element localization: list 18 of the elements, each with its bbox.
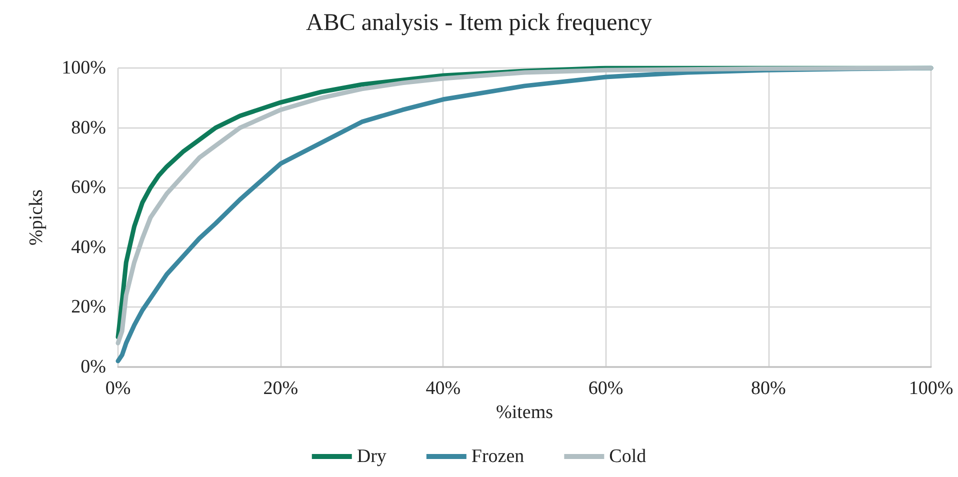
y-axis-title: %picks (26, 190, 47, 246)
y-tick-label: 100% (62, 58, 106, 78)
y-tick-label: 40% (71, 236, 106, 258)
y-tick-label: 0% (80, 356, 106, 378)
y-tick-label: 60% (71, 177, 106, 198)
legend-label: Frozen (471, 446, 525, 467)
x-axis-title: %items (496, 402, 553, 423)
y-tick-label: 80% (71, 117, 106, 138)
chart-title: ABC analysis - Item pick frequency (306, 10, 652, 36)
x-tick-label: 100% (908, 378, 954, 399)
legend-label: Dry (356, 446, 387, 467)
x-tick-label: 80% (750, 378, 786, 399)
x-tick-label: 20% (263, 378, 298, 399)
x-tick-label: 0% (105, 378, 131, 399)
legend-label: Cold (609, 446, 647, 467)
x-tick-label: 60% (588, 378, 624, 399)
y-tick-label: 20% (71, 296, 106, 318)
x-tick-label: 40% (426, 378, 461, 399)
